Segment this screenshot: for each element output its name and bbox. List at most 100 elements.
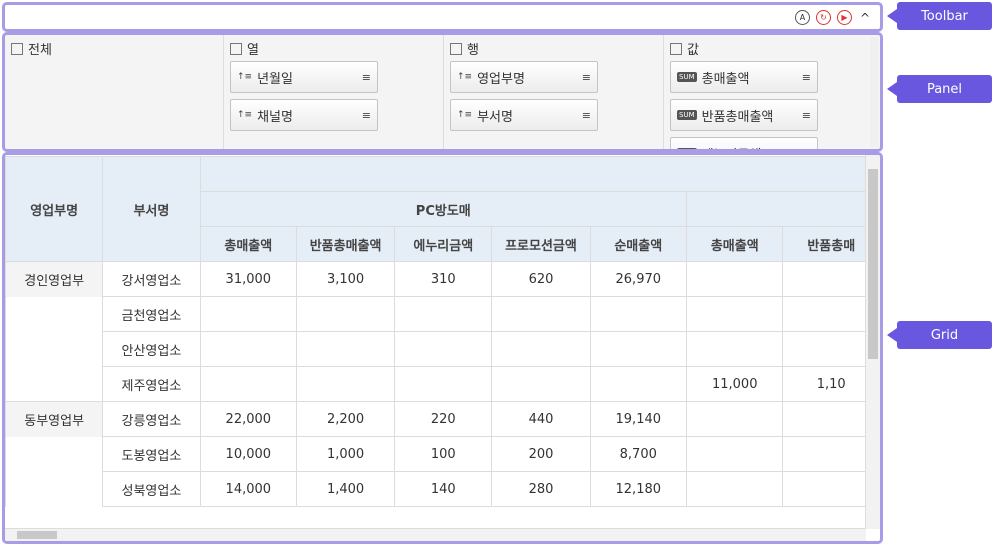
table-row[interactable]: 성북영업소 14,000 1,400 140 280 12,180 [5,471,880,507]
grid-horizontal-scrollbar[interactable] [5,528,866,541]
table-row[interactable]: 경인영업부 강서영업소 31,000 3,100 310 620 26,970 [5,261,880,297]
value-cell[interactable] [491,366,591,402]
value-cell[interactable] [782,261,880,297]
dept-cell[interactable] [5,366,104,402]
value-cell[interactable] [296,366,396,402]
measure-header[interactable]: 에누리금액 [394,226,493,262]
value-cell[interactable] [782,471,880,507]
branch-cell[interactable]: 강서영업소 [102,261,201,297]
measure-header[interactable]: 순매출액 [589,226,688,262]
drag-handle-icon[interactable]: ≡ [801,108,811,122]
drag-handle-icon[interactable]: ≡ [802,147,811,150]
header-group[interactable]: PC방도매 [199,191,688,227]
drag-handle-icon[interactable]: ≡ [581,70,591,84]
branch-cell[interactable]: 강릉영업소 [102,401,201,437]
value-cell[interactable]: 1,400 [296,471,396,507]
value-cell[interactable]: 140 [394,471,493,507]
measure-header[interactable]: 총매출액 [685,226,784,262]
value-cell[interactable] [685,401,784,437]
scroll-thumb[interactable] [17,531,57,539]
scroll-thumb[interactable] [868,169,878,359]
value-cell[interactable] [199,366,298,402]
drag-handle-icon[interactable]: ≡ [581,108,591,122]
sort-icon[interactable]: ↑≡ [457,110,473,120]
header-dept[interactable]: 영업부명 [5,156,104,262]
value-cell[interactable]: 11,000 [685,366,784,402]
value-cell[interactable]: 8,700 [589,436,688,472]
measure-header[interactable]: 반품총매출액 [296,226,396,262]
column-chip[interactable]: ↑≡ 채널명 ≡ [230,99,378,131]
row-chip[interactable]: ↑≡ 부서명 ≡ [450,99,598,131]
value-cell[interactable]: 10,000 [199,436,298,472]
sort-icon[interactable]: ↑≡ [457,72,473,82]
collapse-icon-button[interactable]: ^ [859,10,871,25]
value-cell[interactable]: 200 [491,436,591,472]
value-cell[interactable]: 12,180 [589,471,688,507]
branch-cell[interactable]: 도봉영업소 [102,436,201,472]
value-cell[interactable]: 440 [491,401,591,437]
sort-icon[interactable]: ↑≡ [237,72,253,82]
value-cell[interactable] [685,471,784,507]
value-cell[interactable]: 26,970 [589,261,688,297]
value-cell[interactable]: 100 [394,436,493,472]
value-cell[interactable] [685,331,784,367]
value-cell[interactable]: 2,200 [296,401,396,437]
column-chip[interactable]: ↑≡ 년월일 ≡ [230,61,378,93]
value-cell[interactable] [394,331,493,367]
value-cell[interactable]: 1,000 [296,436,396,472]
value-cell[interactable] [199,296,298,332]
value-cell[interactable] [296,296,396,332]
branch-cell[interactable]: 제주영업소 [102,366,201,402]
drag-handle-icon[interactable]: ≡ [361,70,371,84]
value-cell[interactable]: 620 [491,261,591,297]
measure-header[interactable]: 프로모션금액 [491,226,591,262]
dept-cell[interactable] [5,471,104,507]
a-icon-button[interactable]: A [795,10,810,25]
row-chip[interactable]: ↑≡ 영업부명 ≡ [450,61,598,93]
table-row[interactable]: 도봉영업소 10,000 1,000 100 200 8,700 [5,436,880,472]
value-cell[interactable] [199,331,298,367]
value-cell[interactable] [589,296,688,332]
value-cell[interactable] [685,261,784,297]
table-row[interactable]: 금천영업소 [5,296,880,332]
value-cell[interactable]: 3,100 [296,261,396,297]
measure-header[interactable]: 반품총매 [782,226,880,262]
value-chip[interactable]: SUM 에누리금액 ≡ [670,137,818,149]
dept-cell[interactable]: 경인영업부 [5,261,104,297]
value-cell[interactable]: 31,000 [199,261,298,297]
value-cell[interactable] [296,331,396,367]
value-cell[interactable]: 280 [491,471,591,507]
grid-vertical-scrollbar[interactable] [865,155,880,529]
value-cell[interactable] [394,296,493,332]
value-cell[interactable] [685,436,784,472]
sort-icon[interactable]: ↑≡ [237,110,253,120]
drag-handle-icon[interactable]: ≡ [801,70,811,84]
table-row[interactable]: 제주영업소 11,000 1,10 [5,366,880,402]
value-cell[interactable] [491,296,591,332]
value-cell[interactable] [782,436,880,472]
branch-cell[interactable]: 성북영업소 [102,471,201,507]
measure-header[interactable]: 총매출액 [199,226,298,262]
value-cell[interactable] [685,296,784,332]
value-chip[interactable]: SUM 총매출액 ≡ [670,61,818,93]
value-cell[interactable]: 220 [394,401,493,437]
play-icon-button[interactable]: ▶ [837,10,852,25]
value-cell[interactable]: 14,000 [199,471,298,507]
branch-cell[interactable]: 안산영업소 [102,331,201,367]
branch-cell[interactable]: 금천영업소 [102,296,201,332]
dept-cell[interactable]: 동부영업부 [5,401,104,437]
dept-cell[interactable] [5,331,104,367]
panel-scrollbar[interactable] [870,37,878,147]
table-row[interactable]: 안산영업소 [5,331,880,367]
value-cell[interactable] [589,331,688,367]
value-cell[interactable]: 19,140 [589,401,688,437]
dept-cell[interactable] [5,436,104,472]
drag-handle-icon[interactable]: ≡ [361,108,371,122]
refresh-icon-button[interactable]: ↻ [816,10,831,25]
value-cell[interactable]: 310 [394,261,493,297]
value-cell[interactable]: 22,000 [199,401,298,437]
value-cell[interactable] [394,366,493,402]
value-cell[interactable] [491,331,591,367]
table-row[interactable]: 동부영업부 강릉영업소 22,000 2,200 220 440 19,140 [5,401,880,437]
dept-cell[interactable] [5,296,104,332]
